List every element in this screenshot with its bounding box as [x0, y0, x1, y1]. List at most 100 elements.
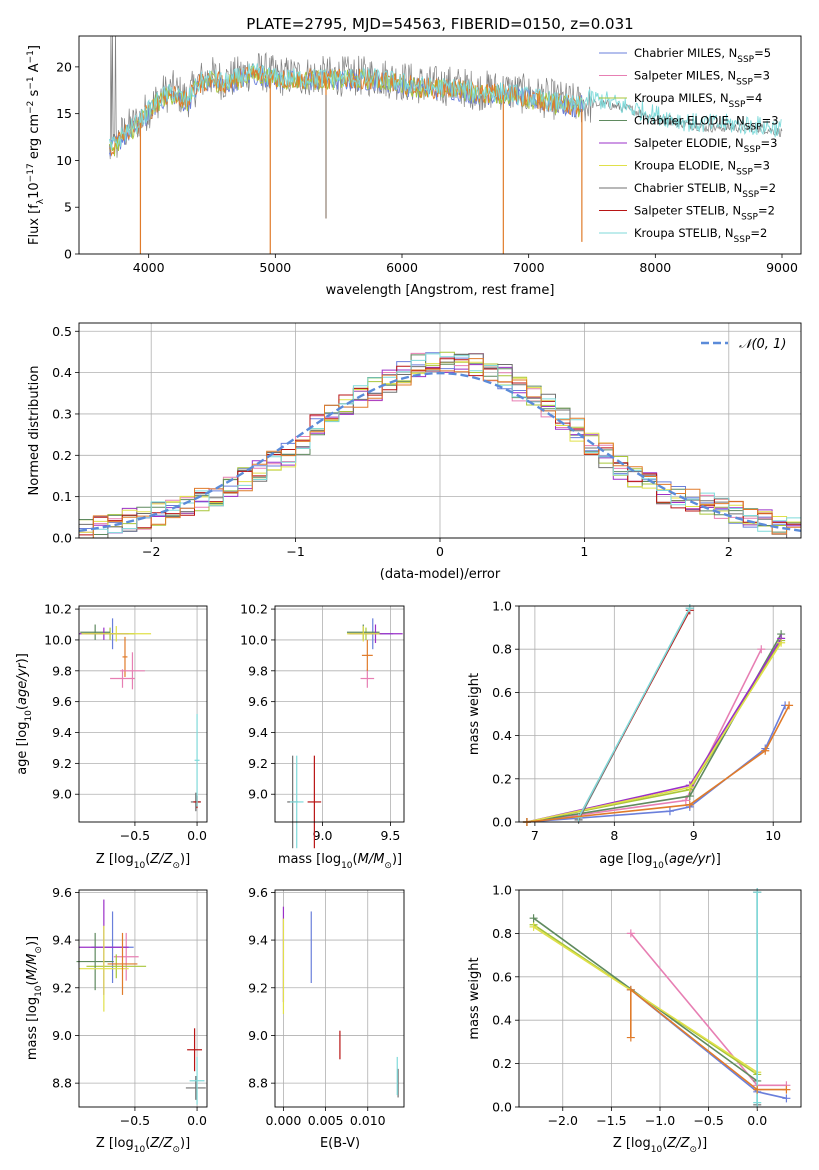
mass-weight-line: [630, 988, 787, 1091]
residuals-frame: [78, 322, 802, 539]
residuals-xlabel: (data-model)/error: [380, 567, 501, 582]
spectrum-xtick-label: 9000: [766, 260, 798, 275]
mass_vs_ebv-ytick-label: 8.8: [248, 1076, 268, 1091]
age-vs-z-xlabel: Z [log10(Z/Z⊙)]: [96, 852, 190, 871]
residuals-ytick-label: 0.2: [52, 448, 72, 463]
age_vs_Z-ytick-label: 9.8: [52, 663, 72, 678]
mass_weight_vs_Z-lines: [529, 888, 791, 1109]
age_vs_mass-xtick-label: 9.0: [313, 828, 333, 843]
mass_weight_vs_age-axes: 7 8 9 10 0.0 0.2 0.4 0.6 0.8 1.0 mass weight age [l…: [467, 599, 802, 871]
age_vs_mass-ytick-label: 10.2: [240, 602, 268, 617]
age_vs_Z-points: [79, 618, 201, 812]
mass_weight_vs_age-frame: [518, 605, 802, 823]
mass-weight-marker: [761, 746, 770, 755]
age_vs_mass-gridlines: [275, 606, 404, 822]
mass_vs_Z-ytick-label: 9.4: [52, 933, 72, 948]
mass_weight_vs_age-lines: [522, 604, 794, 826]
age-vs-z-ylabel: age [log10(age/yr)]: [15, 653, 34, 775]
mass-weight-marker: [753, 1085, 762, 1094]
mass_vs_ebv-xtick-label: 0.005: [308, 1113, 344, 1128]
mass_weight_vs_age-xtick-label: 10: [765, 828, 781, 843]
spectrum-axes: 4000 5000 6000 7000 8000 9000 0 5 10 15 20 waveleng…: [26, 35, 802, 298]
mass-weight-marker: [685, 783, 694, 792]
mass-weight-marker: [753, 1098, 762, 1107]
mass-weight-vs-z-xlabel: Z [log10(Z/Z⊙)]: [613, 1136, 707, 1155]
residuals-xtick-label: 2: [725, 544, 733, 559]
residuals-axes: −2 −1 0 1 2 0.0 0.1 0.2 0.3 0.4 0.5 (data-model)/er…: [27, 322, 802, 582]
mass_vs_Z-ytick-label: 9.6: [52, 885, 72, 900]
spectrum-xtick-label: 4000: [133, 260, 165, 275]
mass-weight-marker: [626, 1033, 635, 1042]
mass_weight_vs_Z-frame: [518, 889, 802, 1108]
mass_vs_ebv-xtick-label: 0.000: [266, 1113, 302, 1128]
age_vs_Z-axes: −0.5 0.0 9.0 9.2 9.4 9.6 9.8 10.0 10.2 Z [log10(Z…: [15, 602, 208, 871]
mass_weight_vs_Z-xtick-label: 0.0: [747, 1113, 767, 1128]
age-vs-mass-xlabel: mass [log10(M/M⊙)]: [278, 852, 402, 871]
mass_weight_vs_Z-xtick-label: −1.5: [596, 1113, 626, 1128]
age_vs_Z-ytick-label: 9.4: [52, 725, 72, 740]
age_vs_mass-ytick-label: 10.0: [240, 632, 268, 647]
mass_weight_vs_age-ylabel: mass weight: [467, 673, 482, 755]
mass_vs_Z-axes: −0.5 0.0 8.8 9.0 9.2 9.4 9.6 Z [log10(Z/Z⊙)] mas…: [25, 885, 208, 1155]
spectrum-ytick-label: 20: [56, 59, 72, 74]
residual-histogram: [79, 358, 801, 536]
mass_weight_vs_Z-xtick-label: −1.0: [645, 1113, 675, 1128]
mass_weight_vs_age-ytick-label: 0.8: [492, 642, 512, 657]
legend-entry: 𝒩(0, 1): [739, 337, 786, 352]
age_vs_Z-ytick-label: 10.2: [44, 602, 72, 617]
residuals-ytick-label: 0.1: [52, 489, 72, 504]
residuals-xtick-label: −2: [142, 544, 160, 559]
spectrum-xtick-label: 7000: [513, 260, 545, 275]
age_vs_Z-xtick-label: 0.0: [187, 828, 207, 843]
legend-entry: Chabrier MILES, NSSP=5: [634, 46, 771, 65]
mass_vs_ebv-ytick-label: 9.4: [248, 933, 268, 948]
spectrum-legend: Chabrier MILES, NSSP=5 Salpeter MILES, NS…: [599, 46, 779, 245]
legend-entry: Kroupa MILES, NSSP=4: [634, 91, 762, 110]
age_vs_mass-ytick-label: 9.4: [248, 725, 268, 740]
age_vs_mass-ytick-label: 9.0: [248, 787, 268, 802]
mass-weight-line: [526, 642, 782, 823]
mass_weight_vs_Z-axes: −2.0 −1.5 −1.0 −0.5 0.0 0.0 0.2 0.4 0.6 0.8 1.0 mas…: [467, 883, 802, 1155]
legend-entry: Salpeter MILES, NSSP=3: [634, 69, 770, 88]
legend-entry: Kroupa ELODIE, NSSP=3: [634, 159, 770, 178]
spectrum-ylabel: Flux [fλ10−17 erg cm−2 s−1 A−1]: [26, 45, 46, 245]
age_vs_Z-xtick-label: −0.5: [120, 828, 150, 843]
mass_weight_vs_Z-ytick-label: 0.4: [492, 1013, 512, 1028]
mass_vs_Z-gridlines: [79, 890, 207, 1107]
mass_weight_vs_Z-ytick-label: 1.0: [492, 883, 512, 898]
mass_weight_vs_age-ytick-label: 1.0: [492, 599, 512, 614]
spectrum-xtick-label: 8000: [639, 260, 671, 275]
mass_weight_vs_age-ytick-label: 0.2: [492, 771, 512, 786]
mass_vs_Z-points: [76, 899, 206, 1105]
age_vs_Z-gridlines: [79, 606, 207, 822]
residuals-legend: 𝒩(0, 1): [701, 337, 786, 352]
mass_weight_vs_age-xtick-label: 9: [690, 828, 698, 843]
mass-weight-marker: [782, 1085, 791, 1094]
residuals-xtick-label: 0: [436, 544, 444, 559]
age_vs_Z-ytick-label: 9.2: [52, 756, 72, 771]
mass_weight_vs_Z-ytick-label: 0.2: [492, 1056, 512, 1071]
mass_vs_ebv-frame: [274, 889, 405, 1108]
mass_weight_vs_age-ytick-label: 0.0: [492, 815, 512, 830]
age_vs_mass-points: [287, 618, 403, 849]
mass-weight-marker: [529, 914, 538, 923]
mass-weight-marker: [626, 929, 635, 938]
mass-weight-marker: [753, 888, 762, 897]
residuals-ytick-label: 0.3: [52, 406, 72, 421]
residuals-ytick-label: 0.0: [52, 531, 72, 546]
age_vs_Z-frame: [78, 605, 208, 823]
mass_vs_ebv-ytick-label: 9.0: [248, 1028, 268, 1043]
mass_vs_ebv-axes: 0.000 0.005 0.010 8.8 9.0 9.2 9.4 9.6 E(B-V): [248, 885, 405, 1151]
legend-entry: Salpeter STELIB, NSSP=2: [634, 204, 775, 223]
mass_weight_vs_age-gridlines: [519, 605, 801, 823]
legend-entry: Salpeter ELODIE, NSSP=3: [634, 136, 777, 155]
normal-curve: [78, 371, 802, 532]
spectrum-ytick-label: 15: [56, 106, 72, 121]
spectrum-ytick-label: 5: [64, 200, 72, 215]
age_vs_mass-ytick-label: 9.6: [248, 694, 268, 709]
mass-weight-marker: [574, 813, 583, 822]
mass_weight_vs_Z-ylabel: mass weight: [467, 957, 482, 1039]
mass_weight_vs_Z-ytick-label: 0.8: [492, 926, 512, 941]
spectrum-ytick-label: 0: [64, 247, 72, 262]
